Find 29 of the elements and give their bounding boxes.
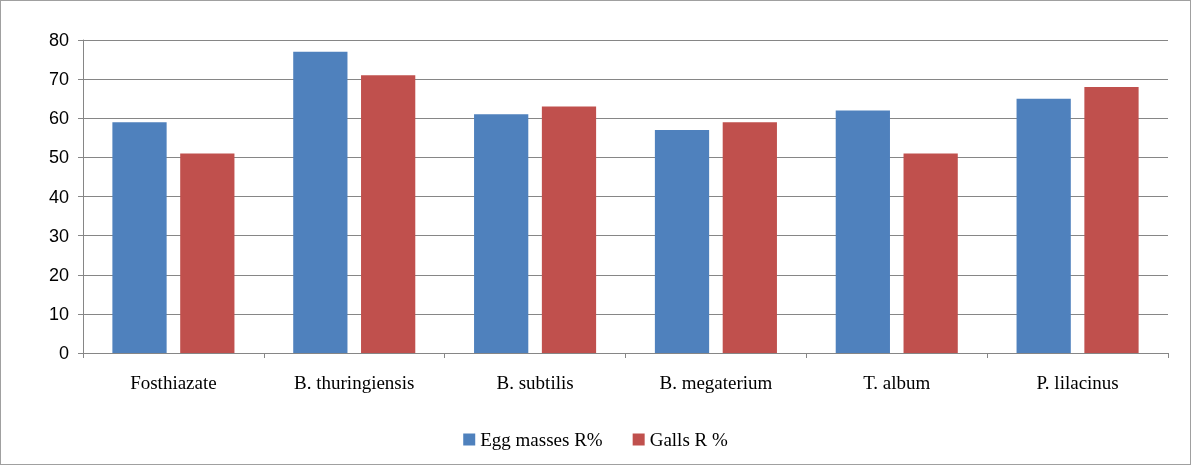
y-tick-label: 20	[48, 264, 69, 285]
bar	[1084, 86, 1139, 353]
y-tick-label: 60	[48, 108, 69, 129]
y-tick-label: 30	[48, 225, 69, 246]
y-tick-label: 50	[48, 147, 69, 168]
y-tick-label: 40	[48, 186, 69, 207]
y-tick-label: 80	[48, 30, 69, 50]
y-tick-label: 70	[48, 69, 69, 90]
x-tick-label: Fosthiazate	[130, 372, 217, 393]
bar	[112, 122, 167, 353]
y-tick-label: 10	[48, 303, 69, 324]
x-tick-label: B. thuringiensis	[294, 372, 415, 393]
bar	[180, 153, 235, 353]
legend-label: Galls R %	[649, 429, 728, 450]
x-tick-label: P. lilacinus	[1036, 372, 1119, 393]
bar	[474, 114, 529, 353]
x-tick-label: B. megaterium	[659, 372, 773, 393]
bar	[903, 153, 958, 353]
bar	[293, 51, 348, 353]
bar	[722, 122, 777, 353]
legend-label: Egg masses R%	[480, 429, 603, 450]
x-tick-label: B. subtilis	[496, 372, 574, 393]
bar	[541, 106, 597, 353]
bar	[654, 129, 710, 353]
bar	[361, 75, 416, 353]
y-tick-label: 0	[58, 343, 69, 363]
bar	[835, 110, 890, 353]
x-tick-label: T. album	[863, 372, 931, 393]
bar	[1016, 98, 1071, 353]
